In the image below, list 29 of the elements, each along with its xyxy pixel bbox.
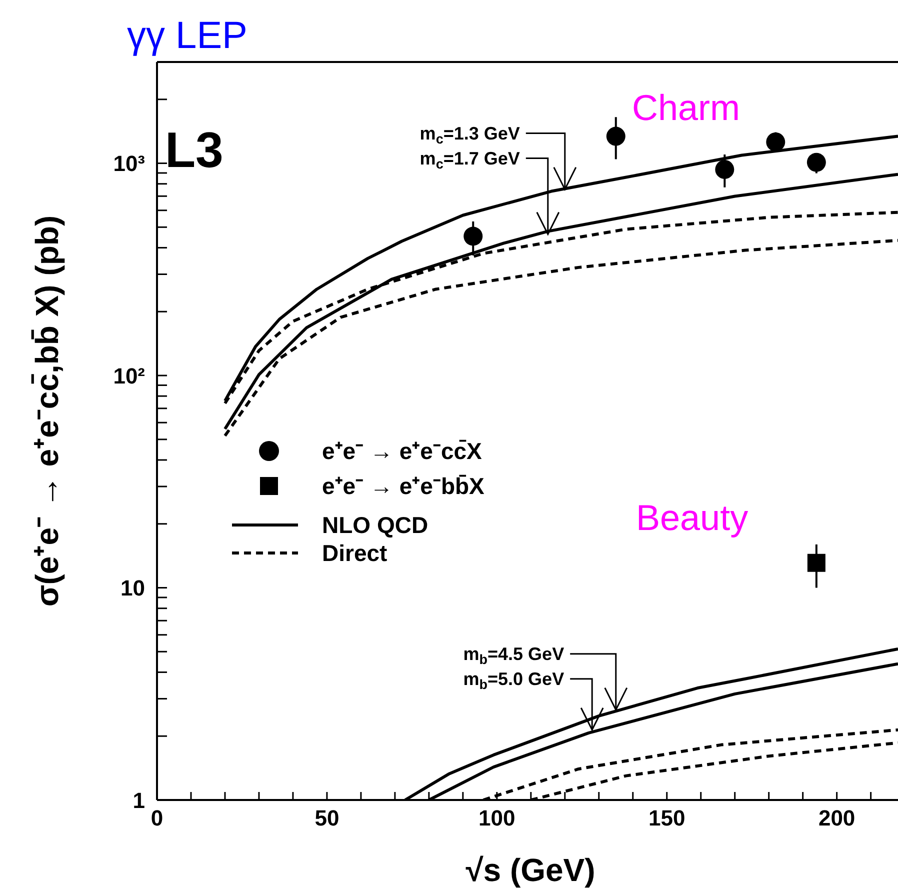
point bbox=[766, 132, 786, 152]
y-tick-label: 10² bbox=[113, 363, 145, 388]
point bbox=[807, 554, 826, 572]
annotation: Charm bbox=[632, 87, 740, 128]
x-tick-label: 50 bbox=[314, 806, 340, 831]
annotation: m$_{c}$=1.3 GeV bbox=[420, 123, 520, 146]
point bbox=[806, 152, 826, 172]
legend-label: e⁺e⁻ → e⁺e⁻cc̄X bbox=[322, 438, 483, 464]
annotation: L3 bbox=[165, 122, 224, 178]
x-tick-label: 200 bbox=[818, 806, 856, 831]
x-tick-label: 150 bbox=[648, 806, 686, 831]
y-tick-label: 1 bbox=[132, 788, 145, 813]
annotation: m$_{b}$=4.5 GeV bbox=[463, 644, 564, 668]
legend-label: Direct bbox=[322, 540, 388, 566]
y-tick-label: 10 bbox=[120, 576, 145, 601]
chart-title: γγ LEP bbox=[127, 15, 248, 57]
annotation: m$_{b}$=5.0 GeV bbox=[463, 668, 564, 692]
x-axis-title: √s (GeV) bbox=[466, 852, 596, 888]
x-tick-label: 0 bbox=[150, 806, 164, 831]
point bbox=[464, 226, 483, 246]
x-tick-label: 100 bbox=[478, 806, 516, 831]
legend-label: e⁺e⁻ → e⁺e⁻bb̄X bbox=[322, 473, 486, 499]
annotation: Beauty bbox=[636, 497, 748, 538]
y-tick-label: 10³ bbox=[113, 151, 145, 176]
annotation: m$_{c}$=1.7 GeV bbox=[420, 148, 520, 172]
point bbox=[715, 160, 734, 179]
y-axis-title: σ(e⁺e⁻ → e⁺e⁻cc̄,bb̄ X) (pb) bbox=[29, 215, 65, 607]
point bbox=[606, 126, 626, 146]
legend-label: NLO QCD bbox=[322, 512, 428, 538]
